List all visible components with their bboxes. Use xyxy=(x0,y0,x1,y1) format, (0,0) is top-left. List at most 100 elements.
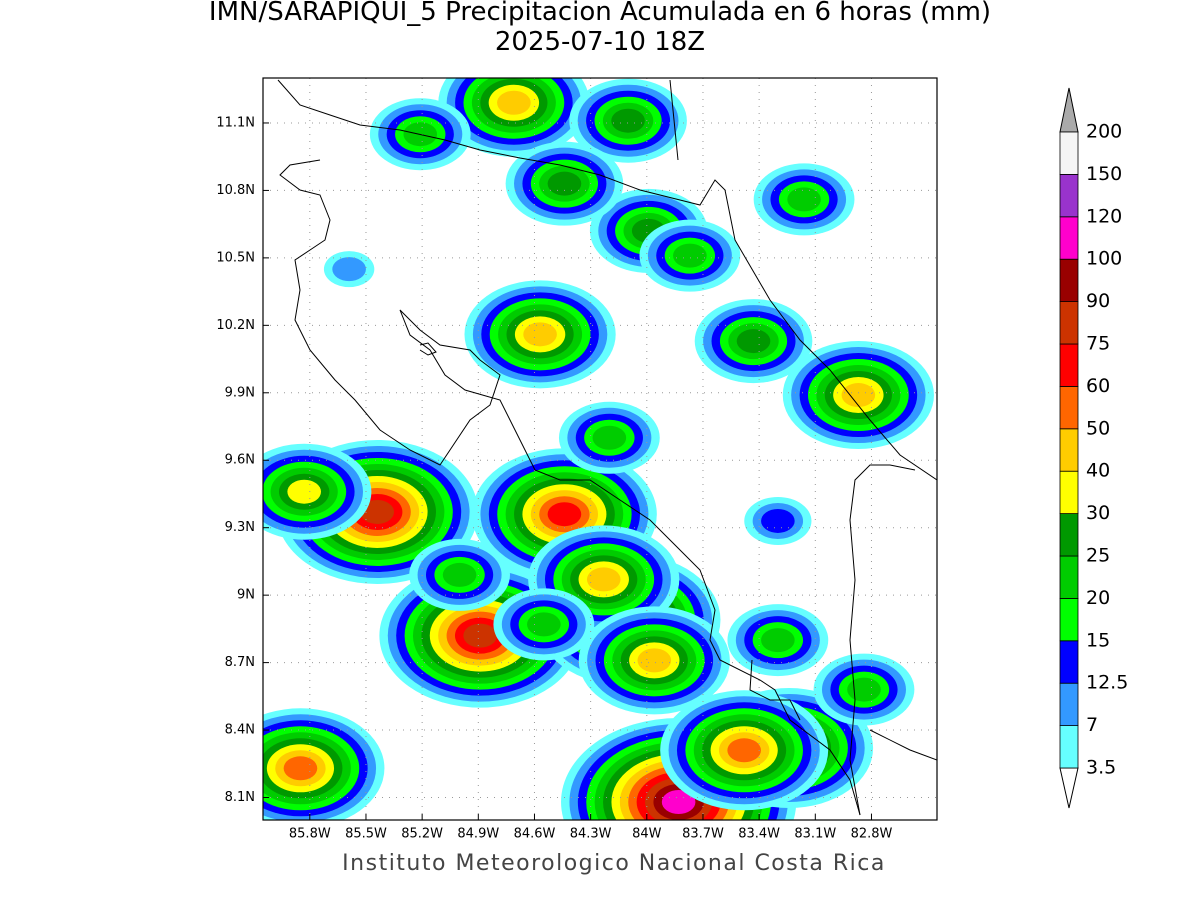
y-tick-label: 10.5N xyxy=(216,250,255,265)
x-tick-label: 84W xyxy=(632,827,662,842)
subtitle: 2025-07-10 18Z xyxy=(495,27,705,57)
rain-contour xyxy=(637,648,672,673)
y-tick-label: 9.9N xyxy=(225,385,255,400)
colorbar-label: 20 xyxy=(1086,587,1110,609)
colorbar-label: 75 xyxy=(1086,333,1110,355)
colorbar-label: 150 xyxy=(1086,163,1122,185)
colorbar-end xyxy=(1059,767,1079,809)
colorbar-label: 12.5 xyxy=(1086,672,1128,694)
rain-cell xyxy=(464,280,616,389)
colorbar: 3.5 7 12.5 15 20 25 30 40 50 60 75 90 100 120 150 200 xyxy=(1059,87,1128,809)
colorbar-label: 7 xyxy=(1086,714,1098,736)
y-tick-label: 9.6N xyxy=(225,453,255,468)
rain-cell xyxy=(744,496,812,545)
rain-cell xyxy=(409,538,510,611)
colorbar-label: 200 xyxy=(1086,121,1122,143)
map-frame xyxy=(262,77,938,821)
grid: 85.8W 85.5W 85.2W 84.9W 84.6W 84.3W 84W 83.7W 83… xyxy=(216,78,937,842)
rain-contour xyxy=(592,425,627,450)
rain-contour xyxy=(283,756,318,781)
rain-contour xyxy=(847,677,881,702)
colorbar-label: 25 xyxy=(1086,545,1110,567)
rain-cell xyxy=(660,690,829,811)
coastline xyxy=(277,79,937,816)
rain-contour xyxy=(761,508,795,533)
y-tick-label: 10.2N xyxy=(216,318,255,333)
colorbar-band xyxy=(1059,216,1079,260)
rain-contour xyxy=(442,562,477,587)
rain-contour xyxy=(787,187,821,212)
rain-cell xyxy=(578,606,730,715)
colorbar-label: 15 xyxy=(1086,629,1110,651)
rain-cell xyxy=(727,604,829,677)
x-tick-label: 84.3W xyxy=(570,827,612,842)
y-tick-label: 11.1N xyxy=(216,115,255,130)
rain-cell xyxy=(323,251,375,288)
x-tick-label: 84.9W xyxy=(457,827,499,842)
rain-cell xyxy=(694,299,813,384)
precipitation xyxy=(263,78,934,820)
rain-cell xyxy=(438,78,590,157)
colorbar-band xyxy=(1059,640,1079,684)
rain-cell xyxy=(263,708,385,820)
x-tick-label: 85.8W xyxy=(289,827,331,842)
y-tick-label: 10.8N xyxy=(216,183,255,198)
y-tick-label: 8.1N xyxy=(225,790,255,805)
rain-contour xyxy=(661,790,696,815)
title: IMN/SARAPIQUI_5 Precipitacion Acumulada … xyxy=(209,0,991,27)
x-tick-label: 83.4W xyxy=(738,827,780,842)
colorbar-band xyxy=(1059,513,1079,557)
colorbar-band xyxy=(1059,682,1079,727)
rain-cell xyxy=(263,443,372,540)
rain-contour xyxy=(547,171,582,196)
rain-cell xyxy=(813,653,915,726)
rain-contour xyxy=(673,243,707,268)
rain-contour xyxy=(841,383,876,408)
colorbar-label: 60 xyxy=(1086,375,1110,397)
colorbar-band xyxy=(1059,258,1079,303)
colorbar-band xyxy=(1059,470,1079,515)
colorbar-band xyxy=(1059,131,1079,175)
rain-contour xyxy=(332,257,366,282)
colorbar-band xyxy=(1059,598,1079,642)
rain-cell xyxy=(379,563,581,708)
colorbar-label: 100 xyxy=(1086,248,1122,270)
x-tick-label: 83.7W xyxy=(682,827,724,842)
y-tick-label: 8.7N xyxy=(225,655,255,670)
colorbar-label: 120 xyxy=(1086,205,1122,227)
rain-contour xyxy=(463,623,497,648)
rain-contour xyxy=(736,329,771,354)
rain-cell xyxy=(493,588,595,661)
y-tick-label: 9N xyxy=(237,588,255,603)
colorbar-band xyxy=(1059,385,1079,430)
x-tick-label: 84.6W xyxy=(514,827,556,842)
x-tick-label: 85.5W xyxy=(345,827,387,842)
colorbar-label: 30 xyxy=(1086,502,1110,524)
rain-contour xyxy=(761,628,795,653)
colorbar-band xyxy=(1059,343,1079,387)
y-tick-label: 9.3N xyxy=(225,520,255,535)
footer: Instituto Meteorologico Nacional Costa R… xyxy=(342,851,886,876)
rain-contour xyxy=(527,612,561,637)
rain-cell xyxy=(753,163,855,236)
colorbar-label: 90 xyxy=(1086,290,1110,312)
y-tick-label: 8.4N xyxy=(225,723,255,738)
x-tick-label: 83.1W xyxy=(794,827,836,842)
rain-cell xyxy=(569,78,687,163)
rain-contour xyxy=(497,90,531,115)
rain-cell xyxy=(782,341,934,450)
colorbar-label: 3.5 xyxy=(1086,757,1116,779)
colorbar-band xyxy=(1059,173,1079,218)
rain-cell xyxy=(639,219,741,292)
rain-contour xyxy=(586,567,621,592)
rain-contour xyxy=(523,322,557,347)
rain-contour xyxy=(547,502,582,527)
rain-cell xyxy=(505,141,624,226)
colorbar-band xyxy=(1059,301,1079,345)
rain-cell xyxy=(558,401,660,474)
x-tick-label: 82.8W xyxy=(851,827,893,842)
rain-contour xyxy=(287,479,321,504)
colorbar-label: 40 xyxy=(1086,460,1110,482)
colorbar-label: 50 xyxy=(1086,417,1110,439)
